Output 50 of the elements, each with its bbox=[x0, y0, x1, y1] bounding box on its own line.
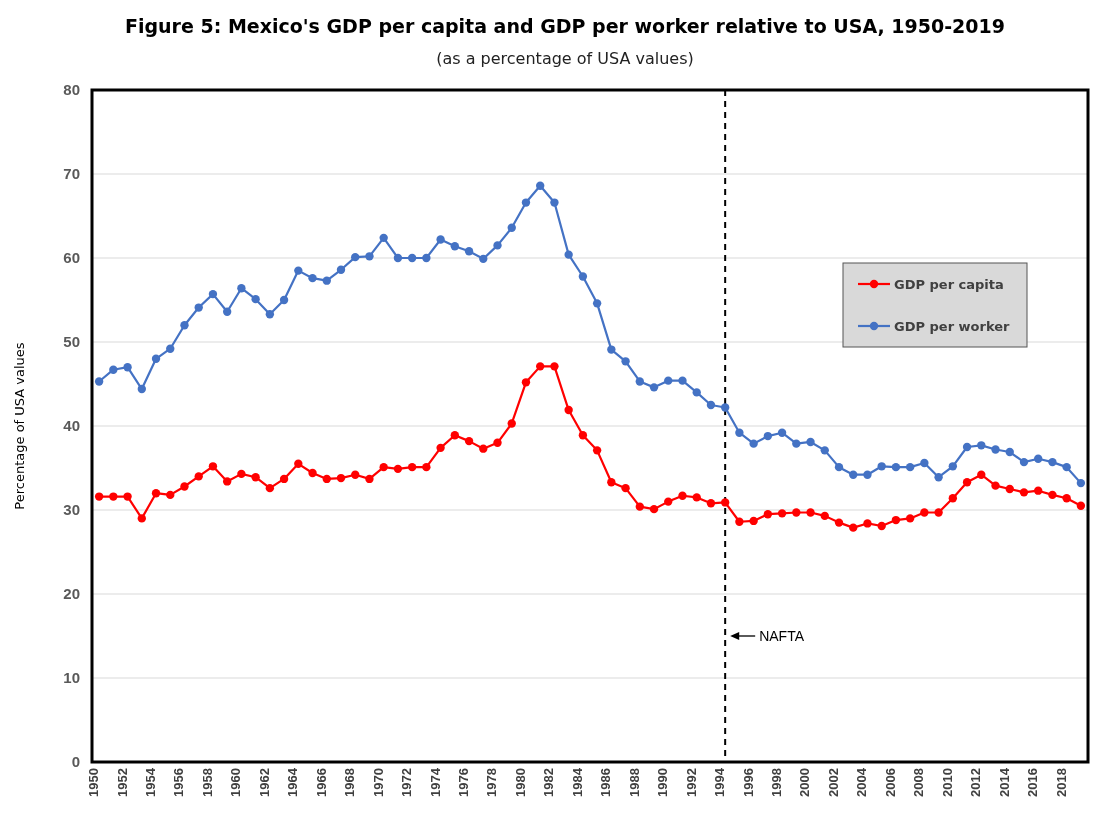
x-tick-label: 1964 bbox=[285, 767, 301, 797]
x-tick-label: 1950 bbox=[86, 768, 102, 797]
x-tick-label: 1976 bbox=[456, 768, 472, 797]
y-tick-label: 0 bbox=[71, 753, 80, 771]
x-tick-label: 2004 bbox=[854, 767, 870, 797]
y-tick-label: 10 bbox=[63, 669, 80, 687]
legend-label: GDP per worker bbox=[894, 319, 1011, 334]
x-tick-label: 1974 bbox=[427, 767, 443, 797]
y-tick-label: 70 bbox=[63, 165, 80, 183]
x-tick-label: 1988 bbox=[626, 768, 642, 797]
x-tick-label: 2018 bbox=[1053, 768, 1069, 797]
x-tick-label: 1994 bbox=[712, 767, 728, 797]
x-tick-label: 2000 bbox=[797, 768, 813, 797]
x-tick-label: 1984 bbox=[569, 767, 585, 797]
x-tick-label: 2016 bbox=[1025, 768, 1041, 797]
x-tick-label: 2010 bbox=[939, 768, 955, 797]
x-tick-label: 1982 bbox=[541, 768, 557, 797]
y-tick-label: 80 bbox=[63, 81, 80, 99]
x-tick-label: 2008 bbox=[911, 768, 927, 797]
x-tick-label: 1996 bbox=[740, 768, 756, 797]
x-tick-label: 1980 bbox=[512, 768, 528, 797]
legend-label: GDP per capita bbox=[894, 277, 1004, 292]
x-tick-label: 1968 bbox=[342, 768, 358, 797]
x-tick-label: 1960 bbox=[228, 768, 244, 797]
x-tick-label: 1992 bbox=[683, 768, 699, 797]
x-tick-label: 1962 bbox=[256, 768, 272, 797]
x-tick-label: 1952 bbox=[114, 768, 130, 797]
x-tick-label: 1972 bbox=[399, 768, 415, 797]
x-tick-label: 1956 bbox=[171, 768, 187, 797]
y-tick-label: 40 bbox=[63, 417, 80, 435]
x-tick-label: 2014 bbox=[996, 767, 1012, 797]
chart-title: Figure 5: Mexico's GDP per capita and GDP per worker relative to USA, 1950-2019 bbox=[124, 15, 1006, 37]
x-tick-label: 1978 bbox=[484, 768, 500, 797]
x-tick-label: 1958 bbox=[199, 768, 215, 797]
x-tick-label: 1954 bbox=[142, 767, 158, 797]
y-axis-title: Percentage of USA values bbox=[12, 342, 27, 510]
x-tick-label: 2002 bbox=[825, 768, 841, 797]
chart-subtitle: (as a percentage of USA values) bbox=[436, 49, 694, 68]
y-tick-label: 60 bbox=[63, 249, 80, 267]
x-tick-label: 1998 bbox=[769, 768, 785, 797]
x-tick-label: 1966 bbox=[313, 768, 329, 797]
ref-line-label: NAFTA bbox=[759, 628, 805, 644]
y-tick-label: 20 bbox=[63, 585, 80, 603]
x-tick-label: 1970 bbox=[370, 768, 386, 797]
x-tick-label: 1990 bbox=[655, 768, 671, 797]
y-tick-label: 50 bbox=[63, 333, 80, 351]
x-tick-label: 2006 bbox=[882, 768, 898, 797]
y-tick-label: 30 bbox=[63, 501, 80, 519]
x-tick-label: 1986 bbox=[598, 768, 614, 797]
x-tick-label: 2012 bbox=[968, 768, 984, 797]
